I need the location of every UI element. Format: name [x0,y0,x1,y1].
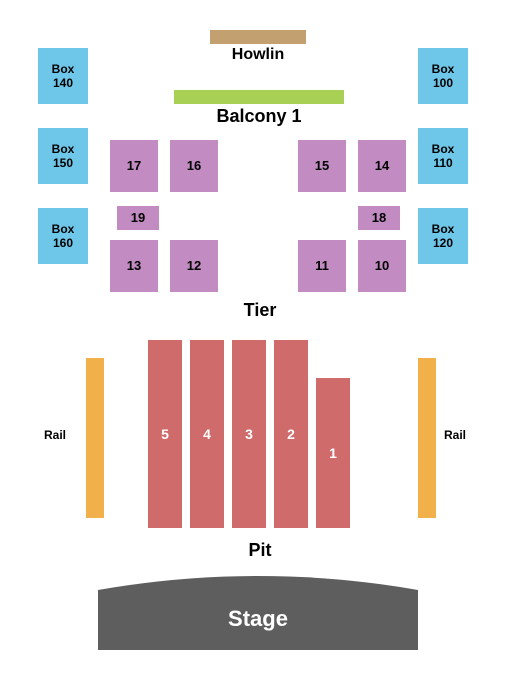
box-right-0[interactable]: Box100 [418,48,468,104]
box-right-label-1: Box110 [432,142,455,171]
howlin-label: Howlin [210,46,306,64]
pit-section-label-5: 5 [161,426,169,443]
tier-section-16[interactable]: 16 [170,140,218,192]
box-right-label-2: Box120 [432,222,455,251]
tier-section-13[interactable]: 13 [110,240,158,292]
tier-section-label-11: 11 [315,258,329,274]
box-right-2[interactable]: Box120 [418,208,468,264]
howlin-bar [210,30,306,44]
pit-section-2[interactable]: 2 [274,340,308,528]
tier-label: Tier [200,300,320,321]
box-left-2[interactable]: Box160 [38,208,88,264]
pit-section-label-4: 4 [203,426,211,443]
tier-section-11[interactable]: 11 [298,240,346,292]
tier-section-label-17: 17 [127,158,141,174]
tier-section-19[interactable]: 19 [117,206,159,230]
tier-section-14[interactable]: 14 [358,140,406,192]
pit-section-label-3: 3 [245,426,253,443]
pit-section-label-1: 1 [329,445,337,462]
tier-section-label-18: 18 [372,210,386,226]
tier-section-label-10: 10 [375,258,389,274]
box-right-label-0: Box100 [432,62,455,91]
balcony-label: Balcony 1 [174,106,344,127]
tier-section-12[interactable]: 12 [170,240,218,292]
tier-section-label-15: 15 [315,158,329,174]
tier-section-label-12: 12 [187,258,201,274]
pit-label: Pit [210,540,310,561]
tier-section-label-13: 13 [127,258,141,274]
box-left-0[interactable]: Box140 [38,48,88,104]
tier-section-15[interactable]: 15 [298,140,346,192]
rail-1[interactable] [418,358,436,518]
tier-section-17[interactable]: 17 [110,140,158,192]
box-left-label-0: Box140 [52,62,75,91]
tier-section-label-16: 16 [187,158,201,174]
tier-section-18[interactable]: 18 [358,206,400,230]
pit-section-label-2: 2 [287,426,295,443]
stage-label: Stage [98,606,418,632]
rail-label-1: Rail [444,428,466,442]
box-right-1[interactable]: Box110 [418,128,468,184]
pit-section-3[interactable]: 3 [232,340,266,528]
tier-section-10[interactable]: 10 [358,240,406,292]
balcony-bar [174,90,344,104]
box-left-label-2: Box160 [52,222,75,251]
pit-section-1[interactable]: 1 [316,378,350,528]
box-left-1[interactable]: Box150 [38,128,88,184]
tier-section-label-19: 19 [131,210,145,226]
box-left-label-1: Box150 [52,142,75,171]
pit-section-4[interactable]: 4 [190,340,224,528]
pit-section-5[interactable]: 5 [148,340,182,528]
rail-0[interactable] [86,358,104,518]
tier-section-label-14: 14 [375,158,389,174]
rail-label-0: Rail [44,428,66,442]
